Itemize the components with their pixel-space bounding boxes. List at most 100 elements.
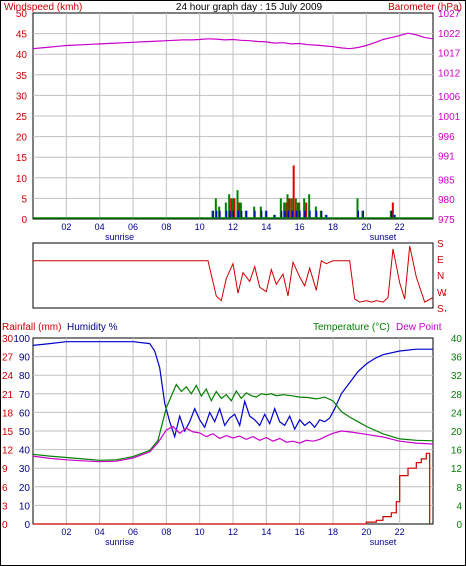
temperature-tick-label: 0 bbox=[456, 520, 462, 531]
humidity-tick-label: 20 bbox=[19, 483, 31, 494]
sunrise-label-bottom: sunrise bbox=[105, 537, 134, 547]
temp-x-tick-label: 16 bbox=[295, 527, 305, 537]
humidity-tick-label: 100 bbox=[13, 334, 30, 345]
wind-avg-bar bbox=[308, 194, 311, 219]
wind-direction-bar bbox=[265, 210, 268, 219]
temp-x-tick-label: 12 bbox=[228, 527, 238, 537]
wind-direction-bar bbox=[219, 210, 221, 219]
wind-direction-bar bbox=[295, 210, 298, 219]
wind-direction-bar bbox=[225, 210, 228, 219]
wind-gust-bar bbox=[391, 202, 394, 219]
wind-x-tick-label: 18 bbox=[328, 222, 338, 232]
wind-x-tick-label: 06 bbox=[128, 222, 138, 232]
wind-grid bbox=[33, 13, 433, 219]
temp-x-tick-labels: 02 04 06 08 10 12 14 16 18 20 22 bbox=[61, 527, 404, 537]
windspeed-tick-label: 30 bbox=[16, 91, 28, 102]
humidity-tick-label: 60 bbox=[19, 408, 31, 419]
temp-x-tick-label: 04 bbox=[95, 527, 105, 537]
temperature-tick-label: 20 bbox=[451, 427, 463, 438]
humidity-tick-label: 50 bbox=[19, 427, 31, 438]
wind-direction-bar bbox=[320, 210, 323, 219]
sunset-label-bottom: sunset bbox=[370, 537, 397, 547]
dewpoint-line bbox=[32, 425, 434, 463]
windspeed-tick-label: 25 bbox=[16, 112, 28, 123]
humidity-tick-label: 80 bbox=[19, 371, 31, 382]
humidity-tick-label: 0 bbox=[24, 520, 30, 531]
wind-direction-bar bbox=[280, 210, 283, 219]
wind-x-tick-label: 14 bbox=[261, 222, 271, 232]
temp-x-tick-label: 02 bbox=[61, 527, 71, 537]
barometer-tick-label: 996 bbox=[438, 132, 455, 143]
rainfall-tick-label: 15 bbox=[2, 427, 14, 438]
humidity-tick-label: 10 bbox=[19, 501, 31, 512]
wind-avg-bar bbox=[356, 198, 359, 219]
temperature-tick-label: 36 bbox=[451, 353, 463, 364]
wind-direction-plot-area bbox=[32, 242, 434, 309]
wind-direction-bar bbox=[245, 210, 248, 219]
rainfall-tick-label: 6 bbox=[2, 483, 8, 494]
direction-comma-1: , bbox=[444, 287, 447, 298]
direction-label-w: W bbox=[437, 288, 447, 299]
wind-direction-bar bbox=[229, 210, 231, 219]
windspeed-tick-label: 5 bbox=[21, 194, 27, 205]
wind-direction-bar bbox=[287, 210, 289, 219]
wind-direction-bar bbox=[254, 210, 256, 219]
rainfall-tick-label: 18 bbox=[2, 408, 14, 419]
rainfall-axis-label: Rainfall (mm) bbox=[2, 322, 61, 333]
wind-gust-bar bbox=[292, 165, 295, 219]
temp-x-tick-label: 18 bbox=[328, 527, 338, 537]
wind-x-tick-label: 20 bbox=[361, 222, 371, 232]
wind-direction-line bbox=[33, 245, 434, 303]
windspeed-tick-label: 50 bbox=[16, 9, 28, 20]
wind-avg-bar bbox=[286, 194, 289, 219]
wind-x-tick-label: 10 bbox=[195, 222, 205, 232]
direction-label-s-top: S bbox=[437, 239, 444, 250]
wind-direction-panel: S E N W S , , bbox=[32, 239, 447, 315]
barometer-axis-label: Barometer (hPa) bbox=[388, 2, 462, 13]
windspeed-tick-label: 45 bbox=[16, 30, 28, 41]
windspeed-tick-label: 20 bbox=[16, 133, 28, 144]
wind-gust-bar bbox=[233, 198, 236, 219]
barometer-tick-label: 1027 bbox=[438, 9, 461, 20]
barometer-line bbox=[32, 32, 434, 50]
temp-x-tick-label: 20 bbox=[361, 527, 371, 537]
barometer-tick-label: 1017 bbox=[438, 49, 461, 60]
humidity-tick-label: 70 bbox=[19, 390, 31, 401]
wind-direction-bar bbox=[212, 210, 214, 219]
direction-label-e: E bbox=[437, 255, 444, 266]
wind-direction-bar bbox=[304, 210, 306, 219]
wind-gust-bar bbox=[230, 198, 233, 219]
temp-grid bbox=[33, 338, 433, 524]
humidity-tick-label: 40 bbox=[19, 446, 31, 457]
wind-direction-bar bbox=[284, 210, 286, 219]
temperature-tick-label: 24 bbox=[451, 408, 463, 419]
temp-x-tick-label: 22 bbox=[395, 527, 405, 537]
wind-direction-bar bbox=[315, 210, 318, 219]
wind-avg-bar bbox=[279, 198, 282, 219]
wind-direction-bar bbox=[232, 210, 234, 219]
sunrise-label: sunrise bbox=[105, 232, 134, 242]
wind-gust-bar bbox=[288, 198, 291, 219]
wind-direction-bar bbox=[390, 210, 393, 219]
wind-direction-bar bbox=[240, 210, 243, 219]
wind-gust-bar bbox=[296, 202, 299, 219]
wind-gust-bar bbox=[285, 202, 288, 219]
dewpoint-axis-label: Dew Point bbox=[396, 322, 442, 333]
rainfall-tick-label: 0 bbox=[2, 520, 8, 531]
rainfall-tick-label: 9 bbox=[2, 464, 8, 475]
windspeed-axis-label: Windspeed (kmh) bbox=[4, 2, 82, 13]
wind-avg-bar bbox=[231, 198, 234, 219]
chart-title: 24 hour graph day : 15 July 2009 bbox=[176, 2, 323, 13]
temperature-tick-label: 40 bbox=[451, 334, 463, 345]
wind-direction-bar bbox=[299, 210, 301, 219]
wind-avg-bar bbox=[214, 198, 217, 219]
windspeed-tick-labels: 0 5 10 15 20 25 30 35 40 45 50 bbox=[16, 9, 28, 226]
direction-comma-2: , bbox=[444, 303, 447, 314]
windspeed-tick-label: 40 bbox=[16, 50, 28, 61]
wind-avg-bar bbox=[303, 198, 306, 219]
wind-x-tick-label: 22 bbox=[395, 222, 405, 232]
wind-avg-bar bbox=[236, 190, 239, 219]
humidity-tick-label: 30 bbox=[19, 464, 31, 475]
temperature-tick-label: 4 bbox=[456, 501, 462, 512]
